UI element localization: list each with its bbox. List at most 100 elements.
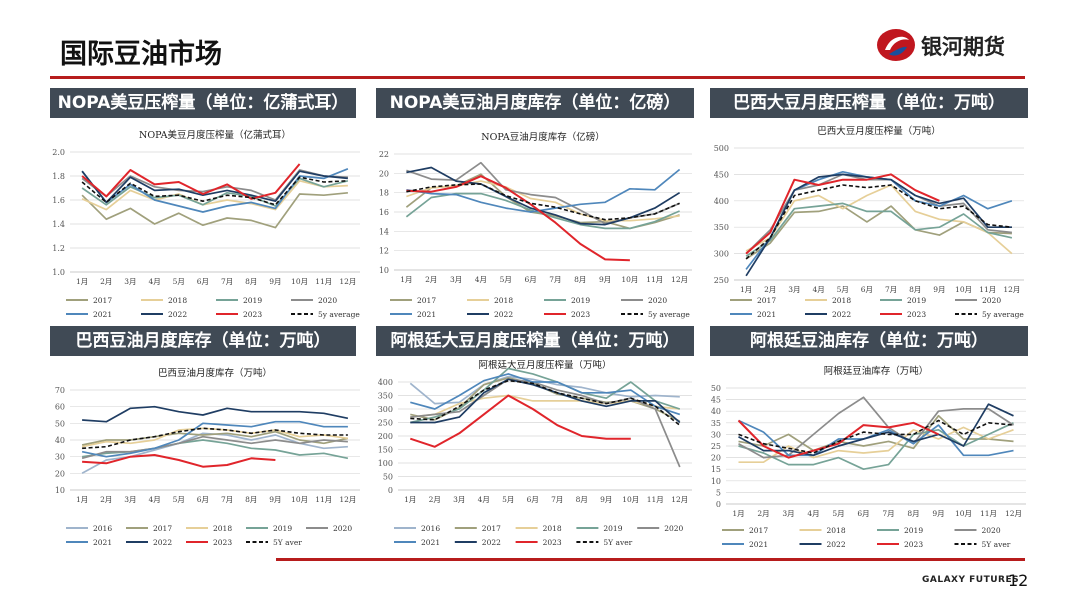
y-tick-label: 16: [379, 208, 389, 217]
series-line-2021: [81, 420, 348, 458]
x-tick-label: 6月: [197, 495, 209, 504]
legend-label: 2021: [93, 310, 112, 319]
y-tick-label: 70: [55, 386, 65, 395]
series-line-2023: [745, 173, 940, 255]
x-tick-label: 5月: [173, 277, 185, 286]
series-line-2018: [81, 179, 348, 211]
x-tick-label: 7月: [551, 495, 563, 504]
footer-brand: GALAXY FUTURES: [922, 575, 1020, 585]
y-tick-label: 400: [378, 378, 393, 387]
y-tick-label: 1.2: [52, 244, 65, 253]
series-line-2021: [406, 168, 681, 213]
y-tick-label: 2.0: [52, 148, 65, 157]
series-line-2023: [406, 175, 630, 262]
x-tick-label: 8月: [245, 495, 257, 504]
chart-title: 巴西大豆月度压榨量（万吨）: [817, 125, 941, 137]
x-tick-label: 2月: [757, 509, 769, 518]
x-tick-label: 3月: [782, 509, 794, 518]
legend-label: 2022: [494, 310, 513, 319]
legend-label: 2018: [543, 524, 562, 533]
panel-header-argentina-crush: 阿根廷大豆月度压榨量（单位：万吨）: [376, 326, 694, 356]
legend-label: 2023: [571, 310, 590, 319]
y-tick-label: 30: [55, 453, 65, 462]
panel-header-argentina-oil-stock: 阿根廷豆油库存（单位：万吨）: [710, 326, 1028, 356]
legend-label: 2018: [827, 526, 846, 535]
legend-label: 2020: [982, 296, 1001, 305]
y-tick-label: 40: [55, 436, 65, 445]
series-line-2022: [738, 403, 1014, 457]
legend-label: 5y average: [318, 310, 360, 319]
legend-label: 2022: [153, 538, 172, 547]
series-line-2021: [410, 373, 681, 416]
x-tick-label: 9月: [600, 495, 612, 504]
legend-label: 2020: [664, 524, 683, 533]
series-line-2018: [738, 426, 1014, 464]
x-tick-label: 4月: [475, 275, 487, 284]
x-tick-label: 4月: [807, 509, 819, 518]
series-line-2019: [410, 367, 681, 424]
page-title: 国际豆油市场: [60, 39, 222, 70]
page-number: 12: [1008, 571, 1029, 590]
x-tick-label: 2月: [100, 277, 112, 286]
galaxy-logo-icon: [877, 29, 915, 61]
x-tick-label: 5月: [173, 495, 185, 504]
x-tick-label: 12月: [1003, 285, 1020, 294]
y-tick-label: 1.0: [52, 268, 65, 277]
legend-label: 2023: [907, 310, 926, 319]
series-line-5y-aver: [82, 427, 348, 450]
chart-argentina-oil-stock: 阿根廷豆油库存（万吨） 0 5 10 15 20 25 30 35 40 45 50 1月 2月 3月 4月 5…: [711, 365, 1026, 549]
series-line-5y-aver: [738, 419, 1014, 454]
legend-label: 2021: [417, 310, 436, 319]
legend-label: 2018: [832, 296, 851, 305]
y-tick-label: 14: [379, 227, 389, 236]
x-tick-label: 5月: [837, 285, 849, 294]
series-line-5y-aver: [410, 379, 681, 426]
x-tick-label: 12月: [339, 277, 356, 286]
y-tick-label: 5: [716, 488, 721, 497]
legend-label: 2022: [832, 310, 851, 319]
y-tick-label: 300: [378, 405, 393, 414]
legend-label: 2019: [603, 524, 622, 533]
x-tick-label: 9月: [269, 277, 281, 286]
x-tick-label: 6月: [861, 285, 873, 294]
series-line-2020: [81, 435, 348, 460]
legend-label: 2020: [648, 296, 667, 305]
series-line-2018: [406, 180, 680, 222]
y-tick-label: 18: [379, 189, 389, 198]
legend-label: 2023: [543, 538, 562, 547]
brand-name: 银河期货: [921, 35, 1005, 59]
x-tick-label: 2月: [764, 285, 776, 294]
x-tick-label: 9月: [933, 285, 945, 294]
series-line-2017: [81, 430, 349, 446]
x-tick-label: 1月: [76, 495, 88, 504]
legend-label: 2016: [93, 524, 112, 533]
x-tick-label: 1月: [732, 509, 744, 518]
y-tick-label: 450: [714, 170, 729, 179]
y-tick-label: 12: [379, 247, 389, 256]
chart-title: NOPA豆油月度库存（亿磅）: [481, 131, 604, 143]
x-tick-label: 6月: [527, 495, 539, 504]
y-tick-label: 1.4: [52, 220, 65, 229]
x-tick-label: 6月: [524, 275, 536, 284]
y-tick-label: 50: [711, 384, 721, 393]
y-tick-label: 20: [711, 454, 721, 463]
legend-label: 2021: [757, 310, 776, 319]
legend-label: 2017: [757, 296, 776, 305]
x-tick-label: 1月: [400, 275, 412, 284]
chart-argentina-crush: 阿根廷大豆月度压榨量（万吨） 0 50 100 150 200 250 300 350 400 1月…: [378, 360, 692, 547]
x-tick-label: 11月: [980, 509, 997, 518]
x-tick-label: 12月: [671, 495, 688, 504]
series-line-2022: [745, 173, 1012, 277]
y-tick-label: 50: [383, 473, 393, 482]
x-tick-label: 4月: [478, 495, 490, 504]
y-tick-label: 20: [55, 469, 65, 478]
x-tick-label: 4月: [148, 495, 160, 504]
series-line-2021: [81, 168, 349, 213]
y-tick-label: 10: [379, 266, 389, 275]
legend-label: 2021: [421, 538, 440, 547]
y-tick-label: 250: [378, 419, 393, 428]
chart-brazil-oil-stock: 巴西豆油月度库存（万吨） 10 20 30 40 50 60 70 1月 2月 3月 4月 5月 6月 7月…: [55, 367, 360, 547]
x-tick-label: 7月: [882, 509, 894, 518]
legend-label: 2020: [982, 526, 1001, 535]
